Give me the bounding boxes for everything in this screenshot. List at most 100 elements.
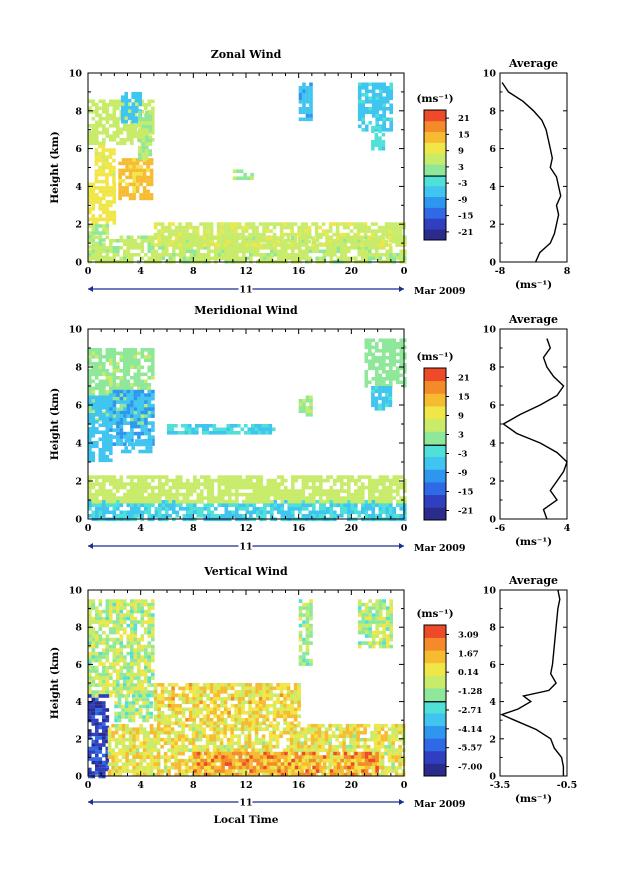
- heatmap-cell: [148, 610, 152, 614]
- heatmap-cell: [375, 118, 379, 122]
- heatmap-cell: [134, 362, 138, 366]
- heatmap-cell: [144, 397, 148, 401]
- heatmap-cell: [120, 428, 124, 432]
- heatmap-cell: [137, 659, 141, 663]
- heatmap-cell: [146, 701, 150, 705]
- heatmap-cell: [305, 496, 309, 500]
- heatmap-cell: [120, 610, 124, 614]
- heatmap-cell: [158, 253, 162, 257]
- heatmap-cell: [139, 745, 143, 749]
- heatmap-cell: [144, 415, 148, 419]
- heatmap-cell: [249, 486, 253, 490]
- heatmap-cell: [267, 489, 271, 493]
- heatmap-cell: [141, 250, 145, 254]
- heatmap-cell: [127, 432, 131, 436]
- heatmap-cell: [102, 438, 106, 442]
- heatmap-cell: [220, 233, 224, 237]
- heatmap-cell: [382, 253, 386, 257]
- heatmap-cell: [92, 427, 96, 431]
- heatmap-cell: [213, 745, 217, 749]
- heatmap-cell: [130, 366, 134, 370]
- heatmap-cell: [113, 479, 117, 483]
- heatmap-cell: [95, 148, 99, 152]
- heatmap-cell: [135, 99, 139, 103]
- heatmap-cell: [357, 233, 361, 237]
- heatmap-cell: [281, 496, 285, 500]
- heatmap-cell: [175, 226, 179, 230]
- heatmap-cell: [368, 107, 372, 111]
- heatmap-cell: [128, 715, 132, 719]
- heatmap-cell: [129, 745, 133, 749]
- heatmap-cell: [158, 489, 162, 493]
- heatmap-cell: [193, 486, 197, 490]
- heatmap-cell: [112, 173, 116, 177]
- heatmap-cell: [171, 748, 175, 752]
- heatmap-cell: [270, 250, 274, 254]
- heatmap-cell: [225, 493, 229, 497]
- heatmap-cell: [141, 352, 145, 356]
- heatmap-cell: [116, 352, 120, 356]
- heatmap-cell: [106, 224, 110, 228]
- heatmap-cell: [302, 482, 306, 486]
- heatmap-cell: [155, 253, 159, 257]
- heatmap-cell: [227, 226, 231, 230]
- heatmap-cell: [144, 103, 148, 107]
- heatmap-cell: [92, 740, 96, 744]
- heatmap-cell: [134, 124, 138, 128]
- heatmap-cell: [102, 507, 106, 511]
- heatmap-cell: [395, 727, 399, 731]
- heatmap-cell: [127, 680, 131, 684]
- heatmap-cell: [253, 496, 257, 500]
- heatmap-cell: [330, 250, 334, 254]
- heatmap-cell: [145, 450, 149, 454]
- heatmap-cell: [151, 397, 155, 401]
- heatmap-cell: [116, 421, 120, 425]
- heatmap-cell: [88, 768, 92, 772]
- heatmap-cell: [248, 741, 252, 745]
- heatmap-cell: [95, 676, 99, 680]
- heatmap-cell: [120, 369, 124, 373]
- heatmap-cell: [151, 376, 155, 380]
- heatmap-cell: [113, 411, 117, 415]
- heatmap-cell: [199, 734, 203, 738]
- heatmap-cell: [225, 479, 229, 483]
- heatmap-cell: [374, 240, 378, 244]
- heatmap-cell: [255, 738, 259, 742]
- heatmap-cell: [95, 218, 99, 222]
- heatmap-cell: [210, 240, 214, 244]
- heatmap-cell: [120, 669, 124, 673]
- heatmap-cell: [375, 104, 379, 108]
- y-tick-label: 6: [75, 144, 82, 155]
- heatmap-cell: [371, 236, 375, 240]
- heatmap-cell: [291, 496, 295, 500]
- heatmap-cell: [98, 169, 102, 173]
- heatmap-cell: [291, 486, 295, 490]
- heatmap-cell: [176, 253, 180, 257]
- heatmap-cell: [102, 448, 106, 452]
- heatmap-cell: [172, 253, 176, 257]
- heatmap-cell: [356, 724, 360, 728]
- heatmap-cell: [242, 504, 246, 508]
- heatmap-cell: [227, 738, 231, 742]
- heatmap-cell: [200, 507, 204, 511]
- heatmap-cell: [389, 489, 393, 493]
- heatmap-cell: [102, 761, 106, 765]
- heatmap-cell: [260, 511, 264, 515]
- heatmap-cell: [207, 482, 211, 486]
- heatmap-cell: [382, 511, 386, 515]
- heatmap-cell: [122, 741, 126, 745]
- heatmap-cell: [130, 669, 134, 673]
- heatmap-cell: [375, 136, 379, 140]
- heatmap-cell: [162, 482, 166, 486]
- heatmap-cell: [130, 683, 134, 687]
- heatmap-cell: [109, 683, 113, 687]
- heatmap-cell: [102, 403, 106, 407]
- heatmap-cell: [272, 428, 276, 432]
- heatmap-cell: [242, 479, 246, 483]
- heatmap-cell: [135, 120, 139, 124]
- heatmap-cell: [116, 489, 120, 493]
- heatmap-cell: [325, 236, 329, 240]
- heatmap-cell: [106, 369, 110, 373]
- heatmap-cell: [199, 240, 203, 244]
- avg-x-tick-label: -8: [495, 266, 506, 277]
